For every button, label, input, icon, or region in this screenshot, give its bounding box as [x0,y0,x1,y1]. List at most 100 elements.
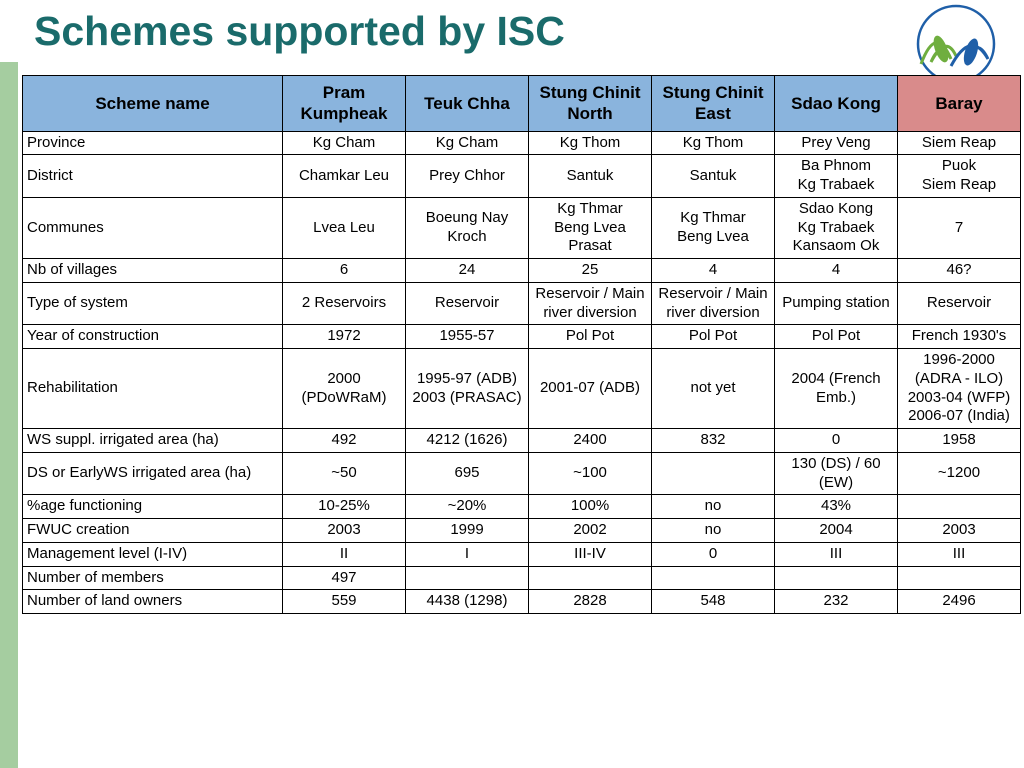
cell: Santuk [529,155,652,198]
cell: 0 [652,542,775,566]
sidebar-accent [0,62,18,768]
cell: 2001-07 (ADB) [529,349,652,429]
cell: 232 [775,590,898,614]
cell: Pumping station [775,282,898,325]
cell [652,452,775,495]
cell: II [283,542,406,566]
cell: 1955-57 [406,325,529,349]
cell: 4212 (1626) [406,429,529,453]
cell: 6 [283,259,406,283]
cell: French 1930's [898,325,1021,349]
cell: Siem Reap [898,131,1021,155]
cell: 548 [652,590,775,614]
col-header-scheme: Stung Chinit East [652,76,775,132]
row-label: Rehabilitation [23,349,283,429]
row-label: Nb of villages [23,259,283,283]
row-label: Type of system [23,282,283,325]
cell [898,566,1021,590]
row-label: FWUC creation [23,519,283,543]
col-header-scheme: Teuk Chha [406,76,529,132]
cell: Kg Cham [283,131,406,155]
table-row: ProvinceKg ChamKg ChamKg ThomKg ThomPrey… [23,131,1021,155]
row-label: DS or EarlyWS irrigated area (ha) [23,452,283,495]
cell: 695 [406,452,529,495]
row-label: Number of land owners [23,590,283,614]
cell: 2828 [529,590,652,614]
page-title: Schemes supported by ISC [34,8,565,55]
cell: 100% [529,495,652,519]
cell: 10-25% [283,495,406,519]
cell: 2004 (French Emb.) [775,349,898,429]
cell: Pol Pot [652,325,775,349]
cell: Kg Thom [529,131,652,155]
cell: 2400 [529,429,652,453]
cell: Reservoir / Main river diversion [652,282,775,325]
cell: 1958 [898,429,1021,453]
table-row: WS suppl. irrigated area (ha)4924212 (16… [23,429,1021,453]
cell: Reservoir / Main river diversion [529,282,652,325]
cell: Pol Pot [529,325,652,349]
cell: 492 [283,429,406,453]
cell: ~1200 [898,452,1021,495]
cell: 1999 [406,519,529,543]
cell: Chamkar Leu [283,155,406,198]
cell: I [406,542,529,566]
table-row: CommunesLvea LeuBoeung Nay KrochKg Thmar… [23,197,1021,258]
cell: 559 [283,590,406,614]
row-label: Management level (I-IV) [23,542,283,566]
schemes-table: Scheme namePram KumpheakTeuk Chha Stung C… [22,75,1021,614]
table-row: Year of construction19721955-57Pol PotPo… [23,325,1021,349]
cell: 1972 [283,325,406,349]
cell: 4 [652,259,775,283]
cell: 130 (DS) / 60 (EW) [775,452,898,495]
cell: Kg Thmar Beng Lvea [652,197,775,258]
table-row: Type of system2 ReservoirsReservoirReser… [23,282,1021,325]
cell: III [775,542,898,566]
cell: 2 Reservoirs [283,282,406,325]
cell [529,566,652,590]
cell: Pol Pot [775,325,898,349]
cell: Kg Cham [406,131,529,155]
cell [775,566,898,590]
row-label: %age functioning [23,495,283,519]
table-row: Number of members497 [23,566,1021,590]
col-header-scheme: Baray [898,76,1021,132]
cell: 4438 (1298) [406,590,529,614]
cell: ~50 [283,452,406,495]
cell: 832 [652,429,775,453]
cell: 46? [898,259,1021,283]
cell: not yet [652,349,775,429]
cell: Prey Veng [775,131,898,155]
cell: 1996-2000 (ADRA - ILO) 2003-04 (WFP) 200… [898,349,1021,429]
table-row: DistrictChamkar LeuPrey ChhorSantukSantu… [23,155,1021,198]
cell: 497 [283,566,406,590]
cell [406,566,529,590]
cell: 2496 [898,590,1021,614]
cell [652,566,775,590]
cell: Boeung Nay Kroch [406,197,529,258]
row-label: Communes [23,197,283,258]
cell: 24 [406,259,529,283]
table-row: Nb of villages624254446? [23,259,1021,283]
cell: 2002 [529,519,652,543]
org-logo [896,4,1016,84]
table-row: %age functioning10-25%~20%100%no43% [23,495,1021,519]
col-header-scheme-name: Scheme name [23,76,283,132]
cell: 4 [775,259,898,283]
cell: 1995-97 (ADB) 2003 (PRASAC) [406,349,529,429]
cell: 2004 [775,519,898,543]
cell: Kg Thmar Beng Lvea Prasat [529,197,652,258]
cell: 2000 (PDoWRaM) [283,349,406,429]
cell: Sdao Kong Kg Trabaek Kansaom Ok [775,197,898,258]
cell [898,495,1021,519]
row-label: Number of members [23,566,283,590]
cell: Santuk [652,155,775,198]
cell: 43% [775,495,898,519]
cell: 7 [898,197,1021,258]
cell: Reservoir [406,282,529,325]
table-row: FWUC creation200319992002no20042003 [23,519,1021,543]
cell: ~20% [406,495,529,519]
col-header-scheme: Pram Kumpheak [283,76,406,132]
row-label: Year of construction [23,325,283,349]
cell: ~100 [529,452,652,495]
